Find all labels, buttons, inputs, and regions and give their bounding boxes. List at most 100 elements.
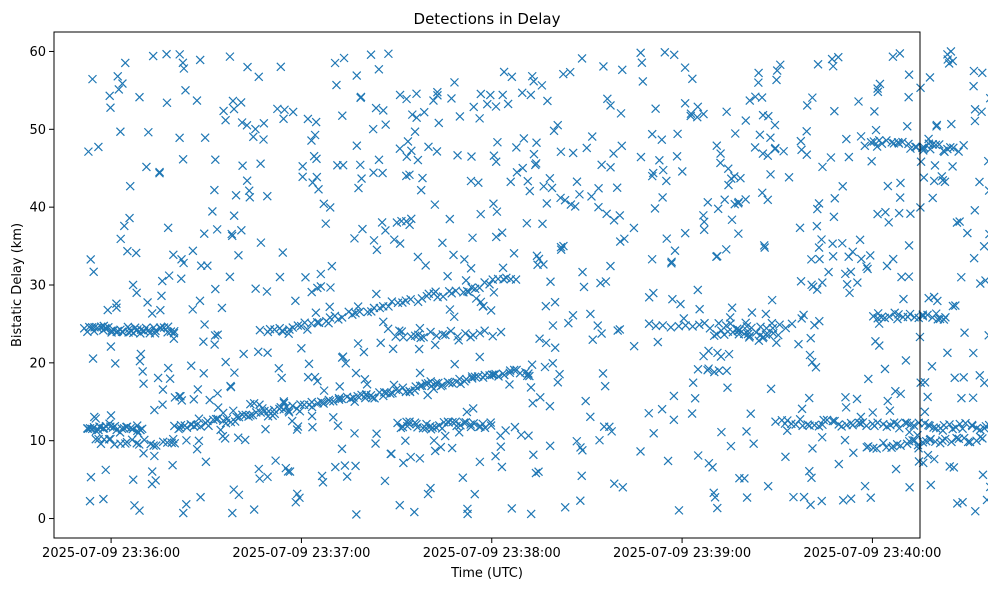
data-point [693,364,703,374]
data-point [703,197,713,207]
data-point [612,183,622,193]
data-point [814,243,824,252]
data-point [952,218,962,228]
data-point [468,404,478,413]
data-point [255,400,264,410]
data-point [423,489,433,499]
data-point [316,269,326,279]
data-point [105,91,115,101]
data-point [767,295,777,305]
data-point [337,444,347,454]
data-point [772,66,782,75]
data-point [969,81,979,91]
data-point [194,414,204,424]
data-point [555,369,565,379]
data-point [238,161,247,171]
data-point [151,326,160,336]
data-point [179,258,189,268]
data-point [310,372,320,382]
data-point [741,116,751,125]
data-point [227,229,237,239]
data-point [165,374,175,384]
data-point [401,171,411,181]
data-point [402,421,412,431]
data-point [597,329,607,338]
data-point [155,168,164,178]
data-point [920,377,930,387]
data-point [263,472,272,482]
data-point [807,473,816,483]
data-point [931,309,941,319]
data-point [312,376,322,386]
data-point [275,272,285,282]
data-point [902,121,912,131]
data-point [601,277,611,286]
data-point [499,274,508,284]
data-point [423,390,433,400]
data-point [447,94,456,103]
data-point [494,371,503,381]
data-point [814,316,824,326]
data-point [527,71,537,81]
data-point [666,258,676,268]
data-point [272,104,282,114]
data-point [984,186,988,195]
data-point [312,172,322,182]
data-point [827,54,837,64]
data-point [908,435,918,445]
data-point [369,235,379,245]
data-point [147,479,157,489]
data-point [290,296,300,306]
data-point [931,140,941,150]
data-point [359,347,369,357]
data-point [440,431,450,441]
x-tick-label: 2025-07-09 23:39:00 [613,546,751,561]
data-point [131,248,141,258]
data-point [311,117,321,127]
data-point [383,49,393,59]
data-point [545,441,555,451]
data-point [575,496,585,506]
data-point [324,318,334,328]
data-point [775,320,785,330]
data-point [814,199,824,208]
data-point [143,127,153,137]
data-point [491,232,501,242]
data-point [209,185,219,195]
data-point [332,80,341,90]
data-point [213,403,223,413]
data-point [593,321,603,331]
data-point [460,328,470,338]
data-point [677,167,687,176]
data-point [381,120,391,130]
data-point [726,174,736,184]
data-point [977,434,987,443]
data-point [709,367,719,377]
data-point [636,152,646,162]
data-point [467,374,477,383]
data-point [712,141,722,151]
data-point [512,167,522,177]
data-point [103,305,113,315]
data-point [938,426,948,436]
data-point [817,278,827,288]
data-point [795,223,805,233]
data-point [225,272,235,282]
data-point [860,481,870,491]
data-point [904,92,914,102]
data-point [768,323,778,333]
data-point [378,168,387,178]
data-point [128,280,138,290]
data-point [229,368,239,378]
data-point [617,65,627,75]
data-point [200,320,210,329]
data-point [83,147,93,157]
y-tick-label: 50 [29,123,46,138]
data-point [491,102,501,111]
data-point [181,85,190,95]
data-point [261,424,270,434]
data-point [650,204,660,213]
y-axis-label: Bistatic Delay (km) [10,223,25,347]
data-point [259,135,268,144]
data-point [505,368,515,378]
